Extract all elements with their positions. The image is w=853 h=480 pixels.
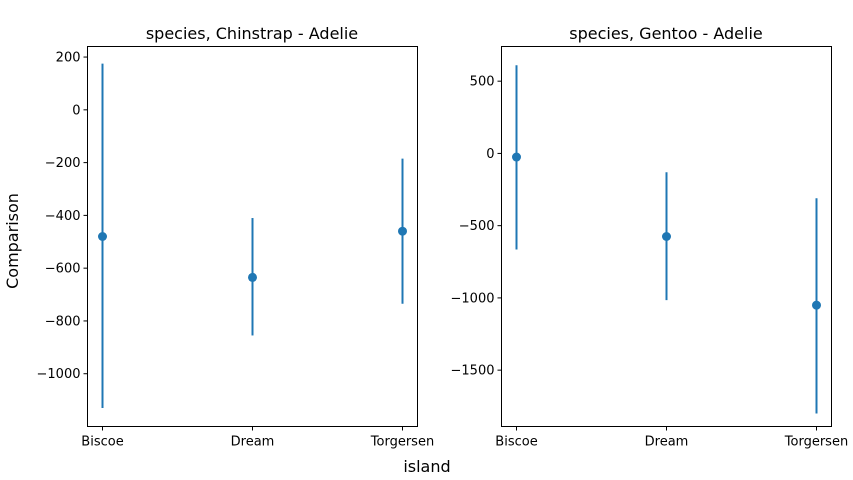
plot-frame xyxy=(87,46,418,427)
x-axis-label: island xyxy=(403,457,450,476)
y-tick-label: 200 xyxy=(56,51,81,66)
subplot-title: species, Gentoo - Adelie xyxy=(569,24,763,43)
subplot-chinstrap-adelie: species, Chinstrap - Adelie 200 0 −200 −400… xyxy=(37,24,435,450)
y-axis: 500 0 −500 −1000 −1500 xyxy=(451,75,502,379)
y-tick-label: 500 xyxy=(470,75,495,90)
x-tick-label: Dream xyxy=(645,435,689,450)
y-axis: 200 0 −200 −400 −600 −800 −1000 xyxy=(37,51,88,382)
data-point xyxy=(662,232,671,241)
y-tick-label: −800 xyxy=(45,314,81,329)
x-axis: Biscoe Dream Torgersen xyxy=(81,426,434,450)
y-tick-label: −500 xyxy=(459,219,495,234)
x-tick-label: Torgersen xyxy=(370,435,434,450)
data-point xyxy=(248,272,257,282)
y-tick-label: 0 xyxy=(72,103,80,118)
y-tick-label: −400 xyxy=(45,209,81,224)
y-tick-label: −1500 xyxy=(451,364,495,379)
y-tick-label: −1000 xyxy=(451,291,495,306)
data-point xyxy=(98,232,107,241)
y-axis-label: Comparison xyxy=(3,193,22,289)
data-point xyxy=(512,152,521,162)
y-tick-label: −1000 xyxy=(37,367,81,382)
subplot-title: species, Chinstrap - Adelie xyxy=(146,24,358,43)
x-tick-label: Torgersen xyxy=(784,435,848,450)
data-point xyxy=(812,300,821,310)
y-tick-label: 0 xyxy=(486,147,494,162)
x-tick-label: Biscoe xyxy=(495,435,537,450)
x-tick-label: Biscoe xyxy=(81,435,123,450)
subplot-gentoo-adelie: species, Gentoo - Adelie 500 0 −500 −1000 −1… xyxy=(451,24,849,450)
errorbar-series xyxy=(512,65,821,414)
plot-frame xyxy=(501,46,832,427)
x-axis: Biscoe Dream Torgersen xyxy=(495,426,848,450)
data-point xyxy=(398,226,407,236)
errorbar-series xyxy=(98,63,407,409)
y-tick-label: −600 xyxy=(45,262,81,277)
x-tick-label: Dream xyxy=(231,435,275,450)
y-tick-label: −200 xyxy=(45,156,81,171)
